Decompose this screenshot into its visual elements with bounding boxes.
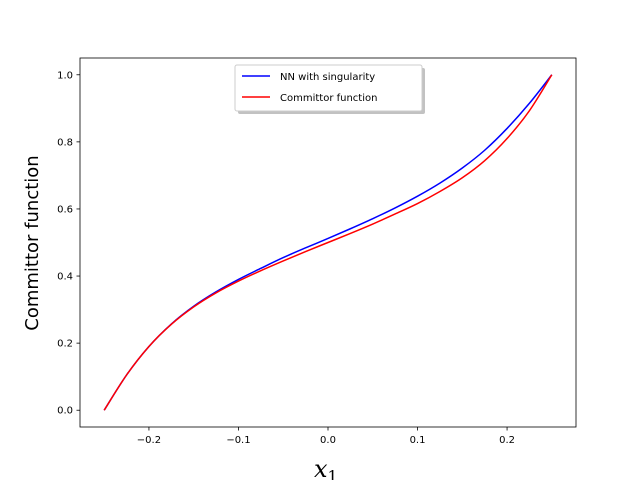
x-tick-label: −0.1 — [226, 435, 250, 446]
x-axis-ticks: −0.2 −0.1 0.0 0.1 0.2 — [137, 427, 515, 446]
legend-label-nn: NN with singularity — [280, 72, 375, 83]
legend-box — [234, 64, 423, 112]
y-tick-label: 1.0 — [57, 70, 73, 81]
y-tick-label: 0.8 — [57, 137, 73, 148]
x-axis-label-subscript: 1 — [328, 467, 338, 480]
x-tick-label: 0.1 — [410, 435, 426, 446]
y-axis-label: Committor function — [22, 155, 43, 330]
y-tick-label: 0.0 — [57, 406, 73, 417]
y-axis-ticks: 0.0 0.2 0.4 0.6 0.8 1.0 — [57, 70, 80, 417]
x-tick-label: 0.2 — [499, 435, 515, 446]
series-line-committor-function — [103, 74, 553, 411]
legend-label-committor: Committor function — [280, 93, 377, 104]
series-layer — [103, 74, 553, 411]
x-tick-label: 0.0 — [320, 435, 336, 446]
x-tick-label: −0.2 — [137, 435, 161, 446]
x-axis-label: x1 — [314, 455, 338, 480]
legend: NN with singularity Committor function — [234, 64, 425, 114]
y-tick-label: 0.4 — [57, 272, 73, 283]
y-tick-label: 0.6 — [57, 204, 73, 215]
y-tick-label: 0.2 — [57, 339, 73, 350]
x-axis-label-main: x — [314, 455, 328, 480]
